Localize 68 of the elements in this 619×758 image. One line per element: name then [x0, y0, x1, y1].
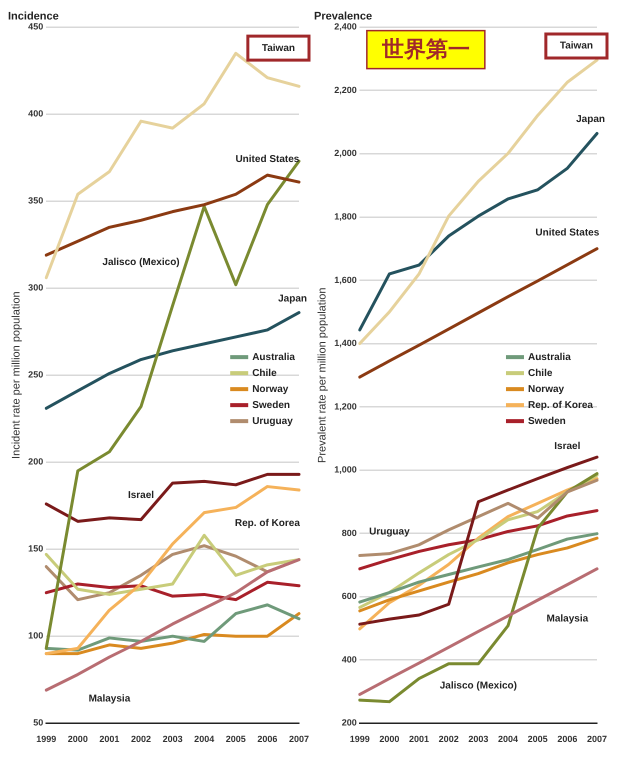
legend-label: Chile — [528, 368, 553, 379]
annotation: Jalisco (Mexico) — [440, 680, 517, 692]
y-tick-label: 100 — [28, 630, 44, 641]
annotation: United States — [235, 154, 300, 166]
x-tick-label: 2000 — [68, 734, 88, 744]
y-tick-label: 2,400 — [334, 22, 357, 32]
y-axis-title: Prevalent rate per million population — [316, 287, 329, 463]
annotation: Jalisco (Mexico) — [102, 256, 180, 268]
y-tick-label: 1,400 — [334, 338, 357, 348]
x-tick-label: 2007 — [288, 734, 310, 744]
annotation: Malaysia — [88, 694, 131, 705]
legend-label: Norway — [252, 384, 289, 395]
y-tick-label: 450 — [28, 22, 44, 32]
x-tick-label: 2003 — [162, 734, 183, 744]
x-tick-label: 1999 — [36, 734, 56, 744]
y-tick-label: 250 — [28, 370, 44, 380]
y-tick-label: 800 — [342, 528, 357, 538]
x-tick-label: 2006 — [557, 734, 578, 744]
y-tick-label: 200 — [28, 456, 44, 467]
y-tick-label: 1,200 — [334, 401, 357, 412]
annotation: Taiwan — [262, 42, 295, 54]
annotation: Malaysia — [546, 614, 589, 625]
y-tick-label: 2,200 — [334, 84, 357, 95]
y-tick-label: 350 — [28, 196, 44, 206]
x-tick-label: 2004 — [194, 734, 214, 744]
y-tick-label: 2,000 — [334, 148, 357, 158]
y-tick-label: 50 — [33, 718, 44, 728]
legend-label: Sweden — [252, 400, 290, 411]
x-tick-label: 2002 — [438, 734, 459, 744]
chart-title: Incidence — [8, 10, 59, 23]
x-tick-label: 2001 — [409, 734, 430, 744]
x-tick-label: 2004 — [498, 734, 518, 744]
y-tick-label: 600 — [342, 591, 357, 602]
chart-title: Prevalence — [314, 10, 372, 23]
annotation: Uruguay — [369, 526, 410, 538]
y-tick-label: 1,000 — [334, 464, 357, 475]
legend-label: Norway — [528, 384, 565, 395]
x-tick-label: 2003 — [468, 734, 488, 744]
x-tick-label: 2006 — [257, 734, 278, 744]
y-tick-label: 1,800 — [334, 212, 357, 222]
x-tick-label: 2000 — [379, 734, 400, 744]
x-tick-label: 2002 — [130, 734, 152, 744]
legend-label: Sweden — [528, 416, 566, 427]
annotation: Israel — [128, 490, 154, 502]
annotation: Japan — [278, 293, 307, 304]
annotation: Taiwan — [560, 40, 593, 52]
annotation: 世界第一 — [380, 37, 470, 62]
x-tick-label: 2001 — [99, 734, 120, 744]
legend-label: Chile — [252, 368, 278, 379]
y-tick-label: 400 — [28, 108, 44, 119]
x-tick-label: 1999 — [350, 734, 370, 744]
y-tick-label: 1,600 — [334, 274, 357, 285]
x-tick-label: 2005 — [226, 734, 246, 744]
annotation: Japan — [576, 114, 605, 125]
legend-label: Australia — [528, 352, 572, 363]
y-tick-label: 400 — [342, 654, 357, 664]
x-tick-label: 2007 — [586, 734, 608, 744]
y-axis-title: Incident rate per million population — [10, 291, 23, 459]
annotation: Rep. of Korea — [234, 518, 300, 529]
x-tick-label: 2005 — [528, 734, 548, 744]
legend-label: Rep. of Korea — [528, 400, 594, 411]
y-tick-label: 150 — [28, 544, 44, 554]
legend-label: Australia — [252, 352, 296, 363]
annotation: Israel — [554, 440, 581, 452]
y-tick-label: 300 — [28, 282, 44, 293]
annotation: United States — [535, 227, 600, 238]
legend-label: Uruguay — [252, 416, 294, 427]
y-tick-label: 200 — [342, 718, 357, 728]
